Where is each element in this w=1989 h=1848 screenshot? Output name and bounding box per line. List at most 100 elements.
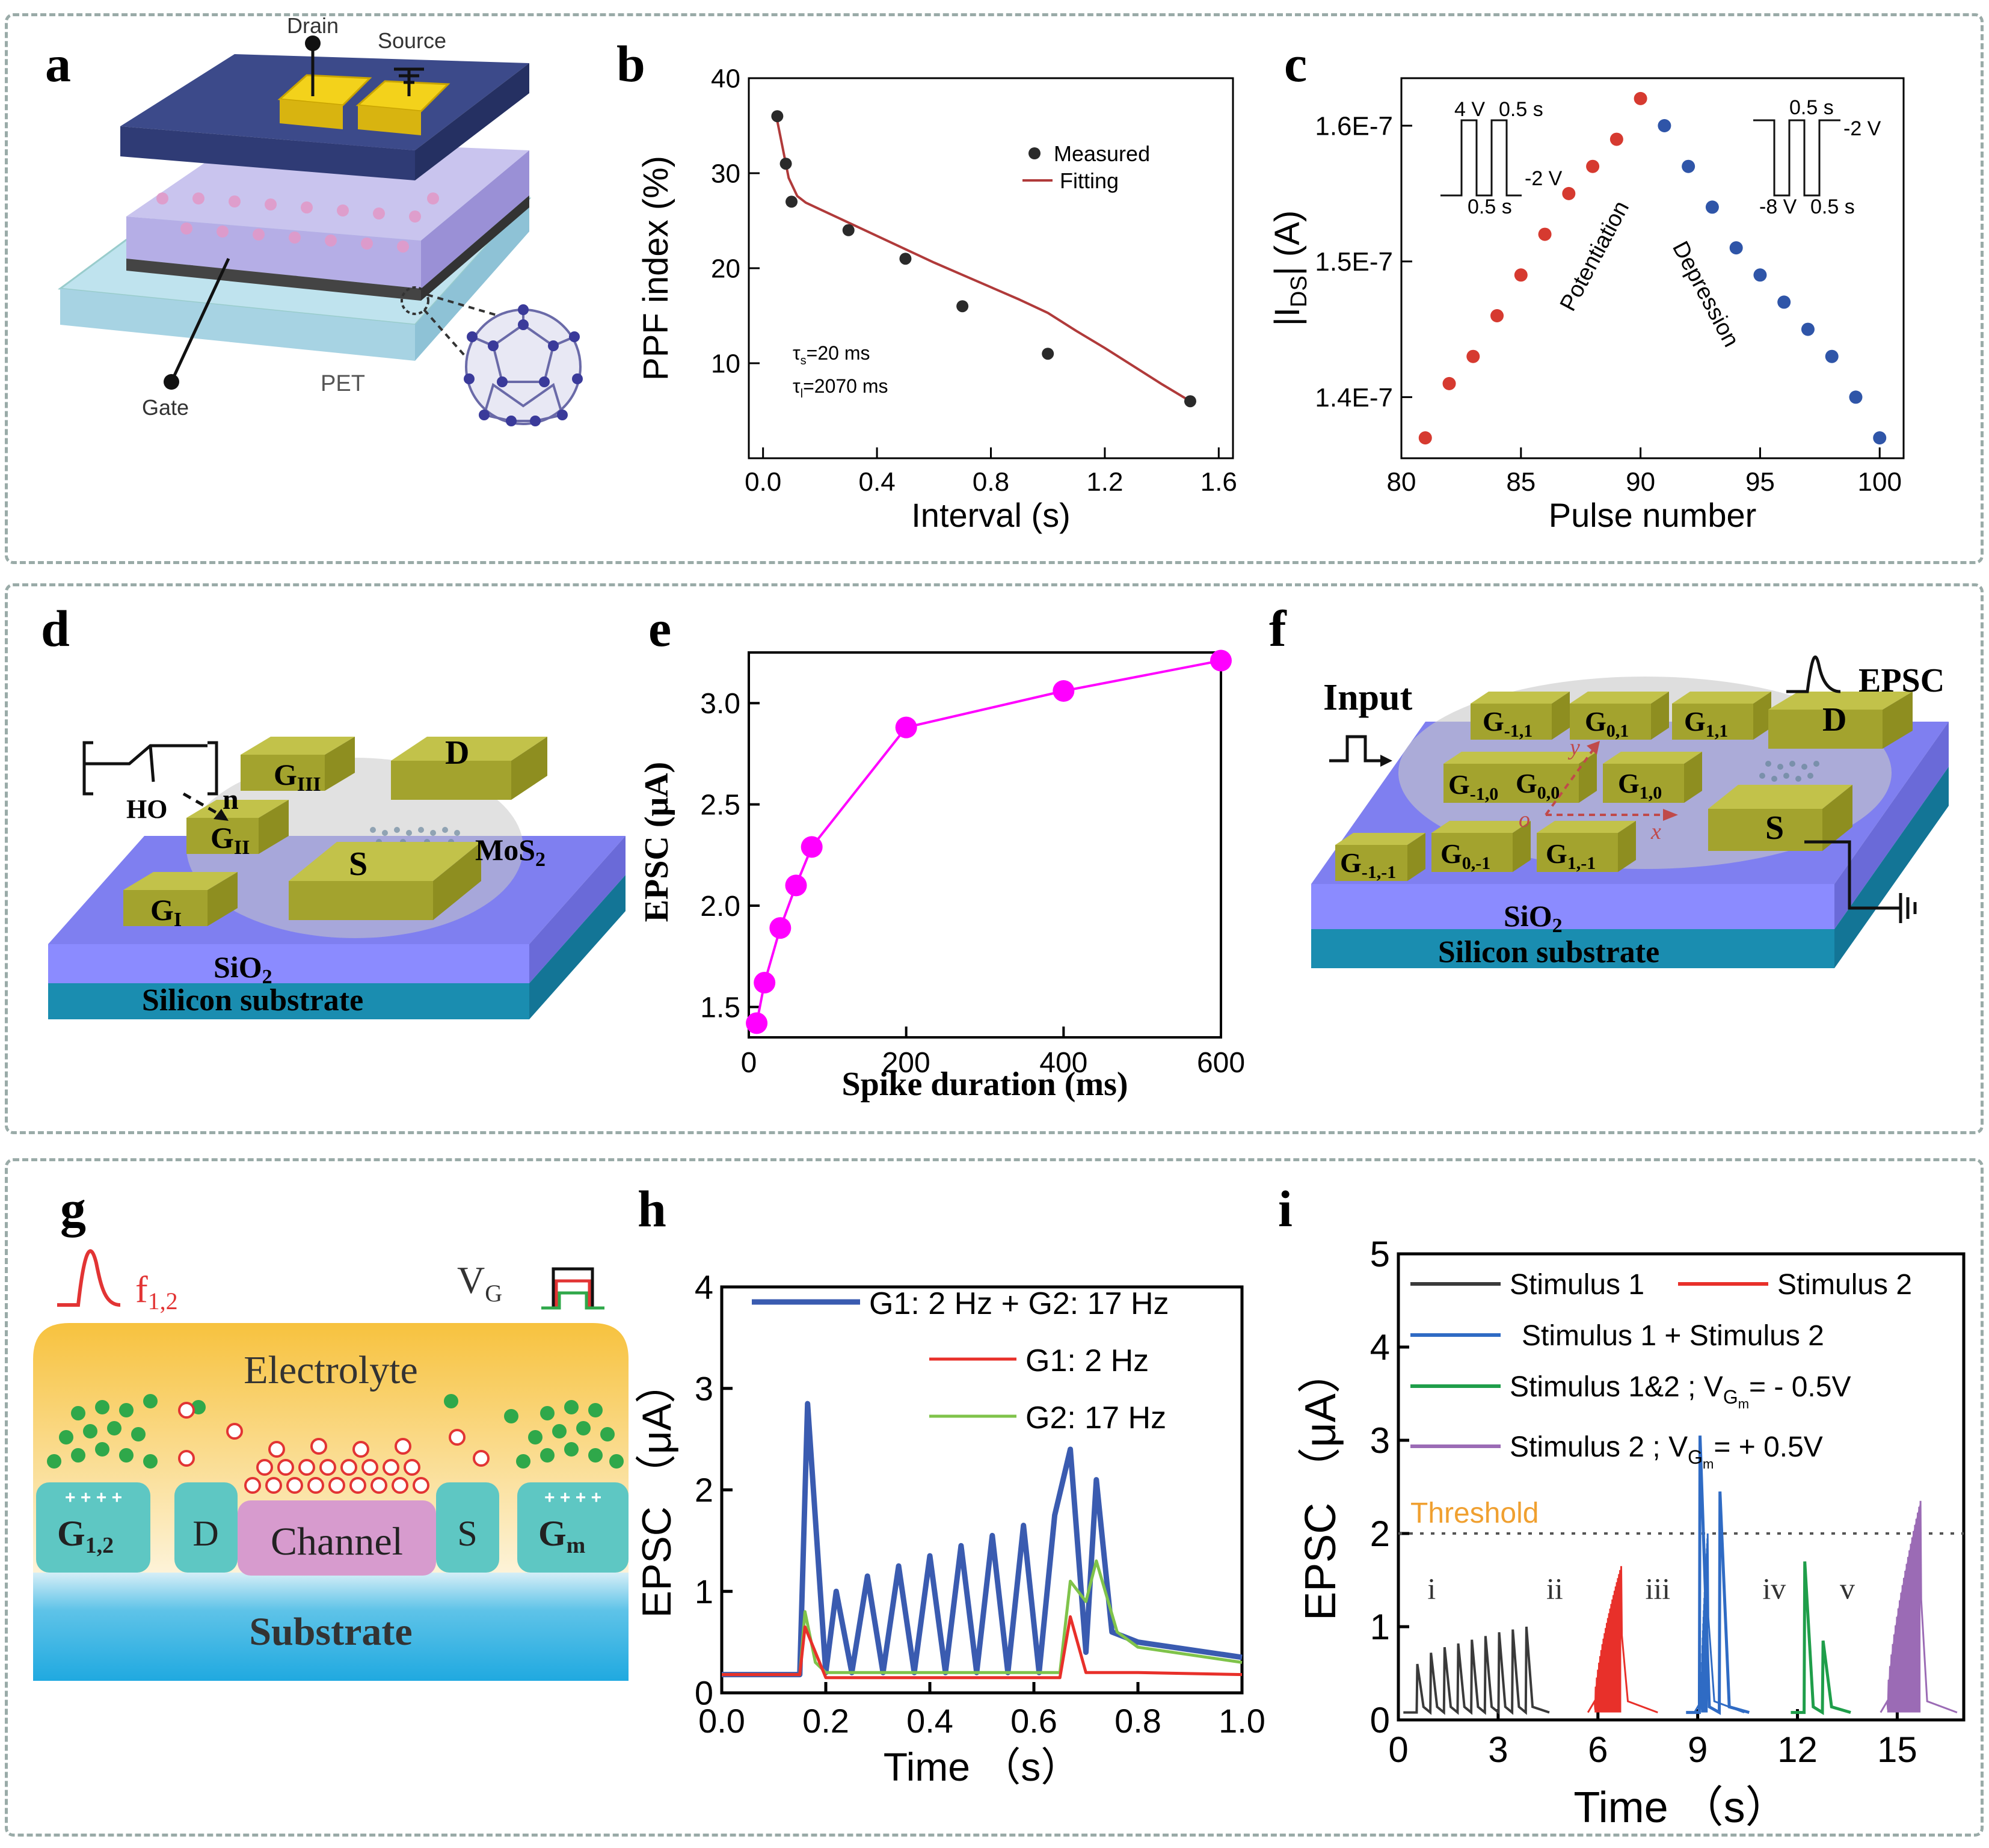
legend-label: G1: 2 Hz + G2: 17 Hz	[869, 1286, 1169, 1321]
tau-annotation: τl=2070 ms	[793, 375, 888, 401]
legend-fitting-label: Fitting	[1060, 168, 1119, 193]
y-tick-label: 1.5	[700, 992, 740, 1024]
panel-f-gate-sub: -1,1	[1504, 721, 1533, 741]
y-axis-label: EPSC （μA）	[634, 1363, 680, 1618]
panel-g-gm-label: G	[538, 1514, 567, 1553]
panel-f-gate-label: G	[1585, 706, 1606, 737]
panel-label-h: h	[638, 1180, 666, 1238]
depression-point	[1801, 322, 1815, 336]
panel-f-gate-label: G	[1516, 768, 1537, 799]
fitting-curve	[776, 120, 1191, 402]
panel-label-f: f	[1269, 600, 1287, 657]
panel-d-sio2-sub: 2	[262, 966, 272, 988]
y-tick-label: 4	[695, 1268, 713, 1306]
x-tick-label: 15	[1877, 1730, 1917, 1770]
stimulus-1-trace	[1403, 1626, 1550, 1715]
panel-f-gate-label: G	[1684, 706, 1706, 737]
panel-f-sio2-sub: 2	[1552, 915, 1563, 937]
x-axis-label: Time （s）	[1573, 1784, 1788, 1832]
panel-d-g3-label: G	[274, 758, 297, 791]
x-axis-label: Pulse number	[1549, 496, 1757, 534]
panel-a-source-label: Source	[378, 28, 446, 53]
panel-d-sio2-label: SiO	[214, 950, 262, 984]
y-tick-label: 2.5	[700, 789, 740, 821]
segment-label: ii	[1546, 1572, 1563, 1606]
epsc-series-line	[722, 1615, 1243, 1680]
x-tick-label: 3	[1488, 1730, 1508, 1770]
y-tick-label: 1.4E-7	[1315, 383, 1393, 413]
measured-point	[779, 158, 792, 170]
panel-f-gate-sub: 0,1	[1606, 721, 1629, 741]
panel-f-gate-sub: -1,-1	[1362, 862, 1396, 882]
y-tick-label: 1	[1370, 1607, 1390, 1647]
epsc-point	[895, 716, 917, 738]
svg-text:G0,1: G0,1	[1585, 706, 1629, 741]
panel-g-g12-label: G	[57, 1514, 85, 1553]
panel-label-a: a	[45, 35, 71, 93]
x-tick-label: 95	[1745, 467, 1775, 497]
inset-left-time-top: 0.5 s	[1499, 98, 1543, 121]
svg-text:G0,0: G0,0	[1516, 768, 1560, 803]
y-tick-label: 2.0	[700, 891, 740, 922]
plot-frame	[1397, 1252, 1966, 1722]
x-tick-label: 0.4	[906, 1702, 953, 1740]
x-tick-label: 1.6	[1200, 467, 1237, 497]
y-tick-label: 3	[1370, 1420, 1390, 1461]
y-tick-label: 0	[695, 1674, 713, 1712]
inset-right-time-top: 0.5 s	[1789, 96, 1834, 119]
panel-f-sio2-label: SiO	[1504, 899, 1552, 933]
epsc-point	[801, 836, 823, 858]
svg-text:f1,2: f1,2	[135, 1269, 178, 1315]
potentiation-point	[1418, 431, 1432, 445]
panel-d-g1-label: G	[150, 893, 174, 927]
x-tick-label: 0.6	[1010, 1702, 1057, 1740]
legend-measured-label: Measured	[1054, 141, 1150, 166]
y-tick-label: 40	[711, 64, 740, 93]
legend-label: Stimulus 1&2 ; VGm= - 0.5V	[1510, 1371, 1851, 1411]
panel-g-substrate-label: Substrate	[249, 1610, 412, 1654]
panel-d-ho-label: HO	[126, 794, 167, 824]
tau-annotation: τs=20 ms	[793, 342, 870, 367]
inset-right-voltage-low: -8 V	[1759, 195, 1797, 218]
plot-frame	[748, 651, 1222, 1039]
x-tick-label: 0	[741, 1047, 757, 1079]
plot-frame	[1400, 77, 1905, 459]
svg-text:SiO2: SiO2	[214, 950, 272, 988]
panel-f-drain-label: D	[1822, 701, 1846, 738]
legend-label: Stimulus 1	[1510, 1269, 1644, 1301]
svg-text:SiO2: SiO2	[1504, 899, 1563, 937]
x-axis-label: Time （s）	[884, 1745, 1081, 1789]
x-tick-label: 12	[1777, 1730, 1818, 1770]
svg-text:G1,1: G1,1	[1684, 706, 1728, 741]
depression-point	[1873, 431, 1887, 445]
segment-label: iii	[1645, 1572, 1670, 1606]
svg-text:G1,-1: G1,-1	[1546, 838, 1596, 873]
legend-label: Stimulus 2 ; VGm= + 0.5V	[1510, 1431, 1823, 1472]
epsc-point	[769, 917, 792, 939]
panel-d-drain-label: D	[445, 734, 469, 772]
epsc-point	[754, 972, 776, 994]
panel-f-source-label: S	[1765, 809, 1784, 847]
panel-f-epsc-label: EPSC	[1858, 662, 1944, 699]
y-tick-label: 3.0	[700, 688, 740, 720]
svg-text:G1,2: G1,2	[57, 1514, 114, 1558]
svg-text:GIII: GIII	[274, 758, 321, 796]
svg-text:VG: VG	[457, 1259, 502, 1307]
y-tick-label: 10	[711, 349, 740, 378]
depression-point	[1777, 295, 1791, 309]
panel-g-g12-sub: 1,2	[85, 1533, 114, 1558]
x-tick-label: 85	[1506, 467, 1536, 497]
depression-point	[1705, 200, 1719, 214]
legend-label: G2: 17 Hz	[1025, 1401, 1166, 1435]
y-tick-label: 5	[1370, 1234, 1390, 1274]
x-tick-label: 0.0	[698, 1702, 745, 1740]
measured-point	[771, 110, 784, 123]
x-tick-label: 0.8	[1114, 1702, 1161, 1740]
svg-text:G1,0: G1,0	[1618, 768, 1662, 803]
y-tick-label: 3	[695, 1369, 713, 1407]
cation-dots	[178, 1402, 490, 1494]
